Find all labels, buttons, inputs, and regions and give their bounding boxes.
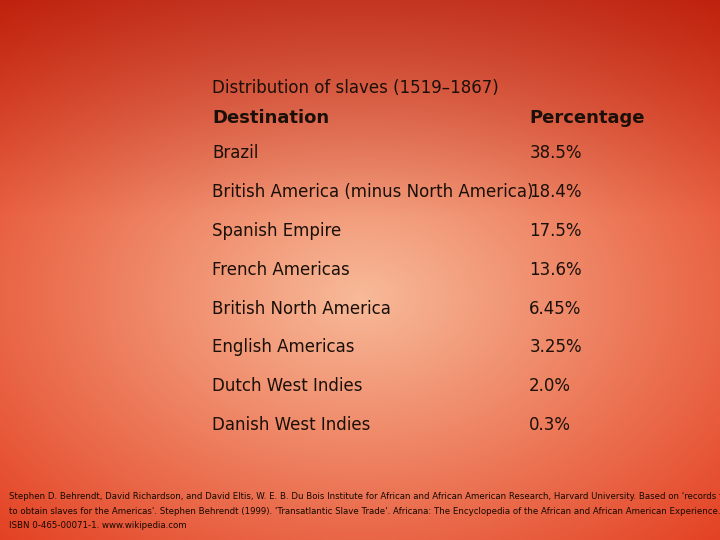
Text: 17.5%: 17.5% xyxy=(529,222,582,240)
Text: 6.45%: 6.45% xyxy=(529,300,582,318)
Text: Brazil: Brazil xyxy=(212,144,258,162)
Text: British America (minus North America): British America (minus North America) xyxy=(212,183,534,201)
Text: 38.5%: 38.5% xyxy=(529,144,582,162)
Text: Stephen D. Behrendt, David Richardson, and David Eltis, W. E. B. Du Bois Institu: Stephen D. Behrendt, David Richardson, a… xyxy=(9,492,720,501)
Text: 18.4%: 18.4% xyxy=(529,183,582,201)
Text: 2.0%: 2.0% xyxy=(529,377,571,395)
Text: 3.25%: 3.25% xyxy=(529,339,582,356)
Text: Distribution of slaves (1519–1867): Distribution of slaves (1519–1867) xyxy=(212,79,499,97)
Text: French Americas: French Americas xyxy=(212,261,350,279)
Text: Danish West Indies: Danish West Indies xyxy=(212,416,371,434)
Text: British North America: British North America xyxy=(212,300,391,318)
Text: Spanish Empire: Spanish Empire xyxy=(212,222,342,240)
Text: 0.3%: 0.3% xyxy=(529,416,571,434)
Text: Destination: Destination xyxy=(212,109,330,127)
Text: Dutch West Indies: Dutch West Indies xyxy=(212,377,363,395)
Text: English Americas: English Americas xyxy=(212,339,355,356)
Text: Percentage: Percentage xyxy=(529,109,644,127)
Text: ISBN 0-465-00071-1. www.wikipedia.com: ISBN 0-465-00071-1. www.wikipedia.com xyxy=(9,521,186,530)
Text: 13.6%: 13.6% xyxy=(529,261,582,279)
Text: to obtain slaves for the Americas'. Stephen Behrendt (1999). 'Transatlantic Slav: to obtain slaves for the Americas'. Step… xyxy=(9,507,720,516)
